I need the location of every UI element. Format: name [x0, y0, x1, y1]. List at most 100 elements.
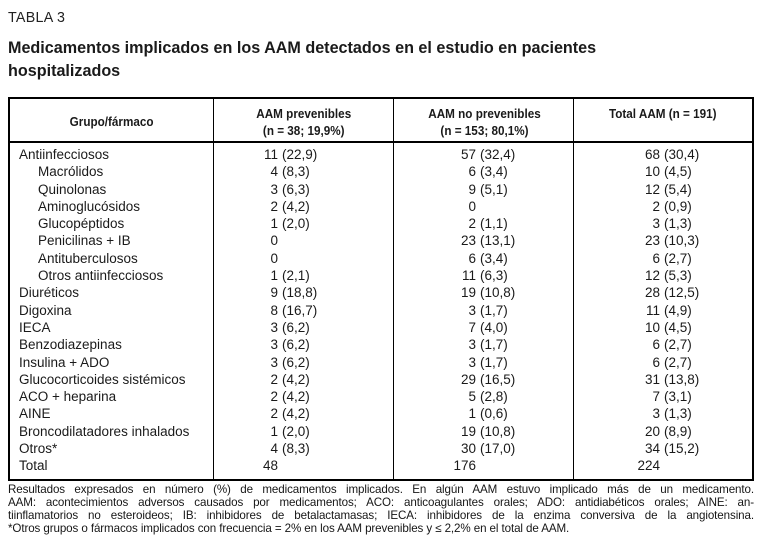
- aam-prevenibles-cell: 9 (18,8): [214, 284, 394, 301]
- no-prevenibles-percent: (6,3): [480, 268, 508, 284]
- drug-group-label: Macrólidos: [38, 164, 104, 180]
- total-aam-cell: 68 (30,4): [574, 146, 752, 163]
- aam-prevenibles-cell: 8 (16,7): [214, 302, 394, 319]
- no-prevenibles-percent: (17,0): [480, 441, 516, 457]
- prevenibles-count: 1: [270, 216, 278, 232]
- no-prevenibles-count: 11: [461, 268, 476, 284]
- total-count: 23: [644, 233, 660, 249]
- aam-prevenibles-cell: 48: [214, 457, 394, 474]
- no-prevenibles-count: 19: [460, 285, 476, 301]
- total-percent: [660, 457, 664, 474]
- total-percent: (4,5): [664, 319, 692, 335]
- total-count: 10: [644, 164, 660, 180]
- aam-no-prevenibles-cell: 5 (2,8): [394, 388, 574, 405]
- prevenibles-percent: (4,2): [282, 198, 310, 214]
- aam-prevenibles-cell: 2 (4,2): [214, 405, 394, 422]
- table-row: Penicilinas + IB 0 23 (13,1) 23 (10,3): [10, 232, 752, 249]
- aam-no-prevenibles-cell: 6 (3,4): [394, 163, 574, 180]
- aam-prevenibles-cell: 3 (6,2): [214, 336, 394, 353]
- table-number-label: TABLA 3: [8, 9, 66, 26]
- drug-group-label: Antiinfecciosos: [19, 147, 110, 162]
- total-count: 6: [652, 337, 660, 353]
- aam-no-prevenibles-cell: 176: [394, 457, 574, 474]
- total-percent: (0,9): [664, 198, 692, 214]
- column-header-aam-no-prevenibles: AAM no prevenibles (n = 153; 80,1%): [427, 106, 541, 138]
- no-prevenibles-count: 19: [460, 423, 476, 439]
- aam-prevenibles-cell: 4 (8,3): [214, 163, 394, 180]
- total-aam-cell: 2 (0,9): [574, 198, 752, 215]
- drug-group-label: Diuréticos: [19, 285, 80, 301]
- prevenibles-count: 3: [270, 337, 278, 353]
- drug-group-label: Antituberculosos: [38, 250, 138, 266]
- prevenibles-count: 2: [270, 406, 278, 422]
- drug-group-label: Digoxina: [19, 302, 72, 318]
- total-aam-cell: 28 (12,5): [574, 284, 752, 301]
- aam-no-prevenibles-cell: 7 (4,0): [394, 319, 574, 336]
- prevenibles-percent: (16,7): [282, 302, 318, 318]
- total-aam-cell: 3 (1,3): [574, 405, 752, 422]
- total-aam-cell: 6 (2,7): [574, 250, 752, 267]
- total-count: 20: [644, 423, 660, 439]
- table-row: Macrólidos 4 (8,3) 6 (3,4) 10 (4,5): [10, 163, 752, 180]
- table-row: AINE 2 (4,2) 1 (0,6) 3 (1,3): [10, 405, 752, 422]
- no-prevenibles-count: 1: [468, 406, 476, 422]
- aam-no-prevenibles-cell: 29 (16,5): [394, 371, 574, 388]
- total-aam-cell: 3 (1,3): [574, 215, 752, 232]
- table-row: Broncodilatadores inhalados 1 (2,0) 19 (10…: [10, 423, 752, 440]
- total-count: 7: [652, 389, 660, 405]
- no-prevenibles-percent: (1,7): [480, 302, 508, 318]
- no-prevenibles-percent: [476, 198, 480, 215]
- column-header-aam-prevenibles: AAM prevenibles (n = 38; 19,9%): [256, 106, 352, 138]
- prevenibles-count: 3: [270, 181, 278, 197]
- no-prevenibles-count: 6: [468, 250, 476, 266]
- table-row: Diuréticos 9 (18,8) 19 (10,8) 28 (12,5): [10, 284, 752, 301]
- aam-no-prevenibles-cell: 23 (13,1): [394, 232, 574, 249]
- prevenibles-percent: [278, 250, 282, 267]
- prevenibles-count: 4: [270, 441, 278, 457]
- total-percent: (2,7): [664, 337, 692, 353]
- aam-prevenibles-cell: 2 (4,2): [214, 388, 394, 405]
- table-row: Benzodiazepinas 3 (6,2) 3 (1,7) 6 (2,7): [10, 336, 752, 353]
- aam-prevenibles-cell: 4 (8,3): [214, 440, 394, 457]
- no-prevenibles-percent: (10,8): [480, 285, 516, 301]
- total-percent: (4,9): [664, 302, 692, 318]
- total-percent: (5,3): [664, 268, 692, 284]
- aam-prevenibles-cell: 1 (2,0): [214, 423, 394, 440]
- no-prevenibles-count: 3: [468, 302, 476, 318]
- no-prevenibles-count: 3: [468, 354, 476, 370]
- aam-prevenibles-cell: 2 (4,2): [214, 371, 394, 388]
- prevenibles-count: 1: [270, 268, 278, 284]
- drug-group-label: Insulina + ADO: [19, 354, 110, 370]
- no-prevenibles-percent: (3,4): [480, 250, 508, 266]
- footnotes: Resultados expresados en número (%) de m…: [8, 483, 754, 536]
- drug-group-label: Quinolonas: [38, 181, 107, 197]
- drug-group-label: Total: [19, 458, 48, 474]
- table-row: Glucopéptidos 1 (2,0) 2 (1,1) 3 (1,3): [10, 215, 752, 232]
- total-percent: (3,1): [664, 389, 692, 405]
- column-divider-3: [573, 99, 574, 479]
- total-aam-cell: 20 (8,9): [574, 423, 752, 440]
- total-aam-cell: 6 (2,7): [574, 336, 752, 353]
- footnote-line-3: tiinflamatorios no esteroideos; IB: inhi…: [8, 508, 754, 522]
- aam-prevenibles-cell: 3 (6,2): [214, 319, 394, 336]
- no-prevenibles-percent: (16,5): [480, 371, 516, 387]
- total-percent: (15,2): [664, 441, 700, 457]
- aam-no-prevenibles-cell: 3 (1,7): [394, 354, 574, 371]
- total-percent: (5,4): [664, 181, 692, 197]
- aam-no-prevenibles-cell: 30 (17,0): [394, 440, 574, 457]
- aam-no-prevenibles-cell: 1 (0,6): [394, 405, 574, 422]
- total-aam-cell: 10 (4,5): [574, 163, 752, 180]
- total-aam-cell: 12 (5,4): [574, 181, 752, 198]
- total-aam-cell: 11 (4,9): [574, 302, 752, 319]
- column-divider-1: [213, 99, 214, 479]
- no-prevenibles-percent: (10,8): [480, 423, 516, 439]
- total-count: 10: [644, 319, 660, 335]
- aam-no-prevenibles-cell: 11 (6,3): [394, 267, 574, 284]
- prevenibles-percent: (8,3): [282, 441, 310, 457]
- table-row: Quinolonas 3 (6,3) 9 (5,1) 12 (5,4): [10, 181, 752, 198]
- aam-prevenibles-cell: 11 (22,9): [214, 146, 394, 163]
- no-prevenibles-percent: (5,1): [480, 181, 508, 197]
- no-prevenibles-count: 57: [460, 147, 476, 162]
- drug-group-label: Glucocorticoides sistémicos: [19, 371, 186, 387]
- total-aam-cell: 7 (3,1): [574, 388, 752, 405]
